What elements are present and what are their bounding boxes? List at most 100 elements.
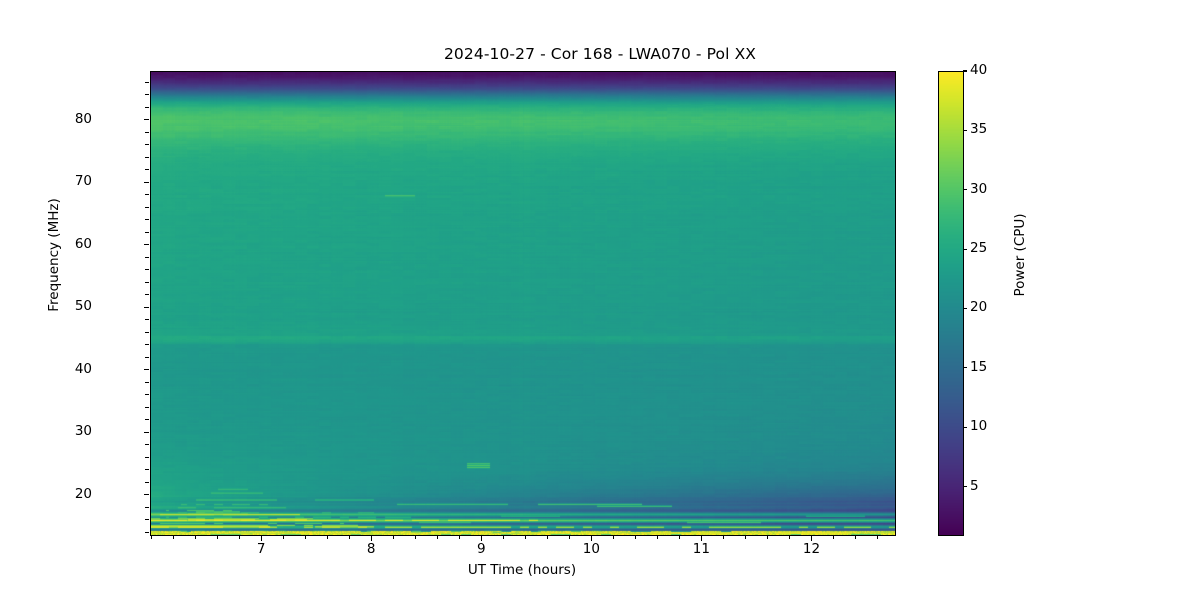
y-tick-minor xyxy=(145,169,149,171)
spectrogram-image xyxy=(151,72,895,535)
colorbar-tick-label: 25 xyxy=(970,240,988,257)
y-tick-minor xyxy=(145,219,149,221)
y-tick-minor xyxy=(145,356,149,358)
x-tick-minor xyxy=(788,535,790,539)
x-tick-major xyxy=(590,535,592,541)
x-tick-minor xyxy=(502,535,504,539)
y-tick-minor xyxy=(145,456,149,458)
colorbar xyxy=(938,71,964,536)
x-tick-minor xyxy=(150,535,152,539)
x-tick-minor xyxy=(678,535,680,539)
colorbar-tick-label: 20 xyxy=(970,299,988,316)
x-tick-minor xyxy=(414,535,416,539)
x-tick-minor xyxy=(392,535,394,539)
y-tick-minor xyxy=(145,194,149,196)
y-tick-major xyxy=(143,181,149,183)
x-tick-minor xyxy=(766,535,768,539)
y-tick-minor xyxy=(145,319,149,321)
x-tick-minor xyxy=(458,535,460,539)
y-tick-minor xyxy=(145,131,149,133)
colorbar-tick xyxy=(963,129,967,131)
x-tick-minor xyxy=(854,535,857,539)
colorbar-tick-label: 10 xyxy=(970,418,988,435)
x-tick-minor xyxy=(172,535,174,539)
x-tick-minor xyxy=(326,535,328,539)
x-tick-minor xyxy=(656,535,658,539)
y-tick-minor xyxy=(145,481,149,483)
y-tick-minor xyxy=(145,156,149,158)
x-tick-minor xyxy=(282,535,284,539)
x-tick-minor xyxy=(238,535,240,539)
y-tick-major xyxy=(143,119,149,121)
y-tick-minor xyxy=(145,269,149,271)
colorbar-tick-label: 15 xyxy=(970,358,988,375)
x-tick-minor xyxy=(436,535,438,539)
y-tick-minor xyxy=(145,256,149,258)
colorbar-gradient xyxy=(939,72,963,535)
x-tick-major xyxy=(480,535,482,541)
y-tick-minor xyxy=(145,506,149,508)
x-tick-major xyxy=(700,535,702,541)
x-tick-label: 7 xyxy=(256,541,266,557)
y-tick-label: 40 xyxy=(74,360,92,377)
y-tick-minor xyxy=(145,444,149,446)
x-axis-label: UT Time (hours) xyxy=(467,562,577,578)
y-tick-minor xyxy=(145,281,149,283)
y-tick-minor xyxy=(145,94,149,96)
y-tick-minor xyxy=(145,206,149,208)
x-tick-minor xyxy=(568,535,570,539)
y-tick-minor xyxy=(145,519,149,521)
x-tick-major xyxy=(810,535,812,541)
x-tick-minor xyxy=(634,535,636,539)
colorbar-tick-label: 30 xyxy=(970,180,988,197)
y-tick-minor xyxy=(145,144,149,146)
colorbar-tick xyxy=(963,485,967,488)
colorbar-tick xyxy=(963,248,967,250)
colorbar-tick xyxy=(963,426,967,428)
y-tick-major xyxy=(143,369,149,371)
x-tick-label: 10 xyxy=(582,541,600,557)
y-tick-major xyxy=(143,431,149,433)
x-tick-minor xyxy=(348,535,350,539)
y-tick-label: 20 xyxy=(74,485,92,502)
x-tick-minor xyxy=(194,535,196,539)
x-tick-label: 9 xyxy=(476,541,486,557)
x-tick-minor xyxy=(546,535,548,539)
x-tick-minor xyxy=(216,535,218,539)
colorbar-tick-label: 5 xyxy=(970,477,979,494)
y-tick-label: 80 xyxy=(74,110,92,127)
y-tick-label: 30 xyxy=(74,423,92,440)
y-tick-minor xyxy=(145,106,149,108)
x-tick-minor xyxy=(304,535,306,539)
y-tick-minor xyxy=(145,381,149,383)
x-tick-major xyxy=(260,535,262,541)
x-tick-minor xyxy=(744,535,746,539)
x-tick-minor xyxy=(524,535,526,539)
y-tick-minor xyxy=(145,406,149,408)
colorbar-tick-label: 40 xyxy=(970,62,988,78)
y-tick-minor xyxy=(145,469,149,471)
y-tick-minor xyxy=(145,344,149,346)
y-tick-major xyxy=(143,244,149,246)
x-tick-minor xyxy=(722,535,724,539)
x-tick-minor xyxy=(876,535,879,539)
x-tick-label: 8 xyxy=(366,541,376,557)
x-tick-minor xyxy=(612,535,614,539)
y-tick-minor xyxy=(145,331,149,333)
y-tick-minor xyxy=(145,419,149,421)
y-axis-label: Frequency (MHz) xyxy=(46,198,62,312)
y-tick-minor xyxy=(145,394,149,396)
colorbar-tick xyxy=(963,189,967,191)
colorbar-tick-label: 35 xyxy=(970,121,988,138)
y-tick-label: 70 xyxy=(74,173,92,190)
x-tick-label: 11 xyxy=(692,541,710,557)
y-tick-major xyxy=(143,306,149,308)
x-tick-label: 12 xyxy=(802,541,821,557)
y-tick-minor xyxy=(145,531,149,533)
y-tick-label: 60 xyxy=(74,235,92,252)
y-tick-major xyxy=(143,494,149,496)
y-tick-minor xyxy=(145,231,149,233)
x-tick-minor xyxy=(832,535,834,539)
spectrogram-axes xyxy=(150,71,896,536)
